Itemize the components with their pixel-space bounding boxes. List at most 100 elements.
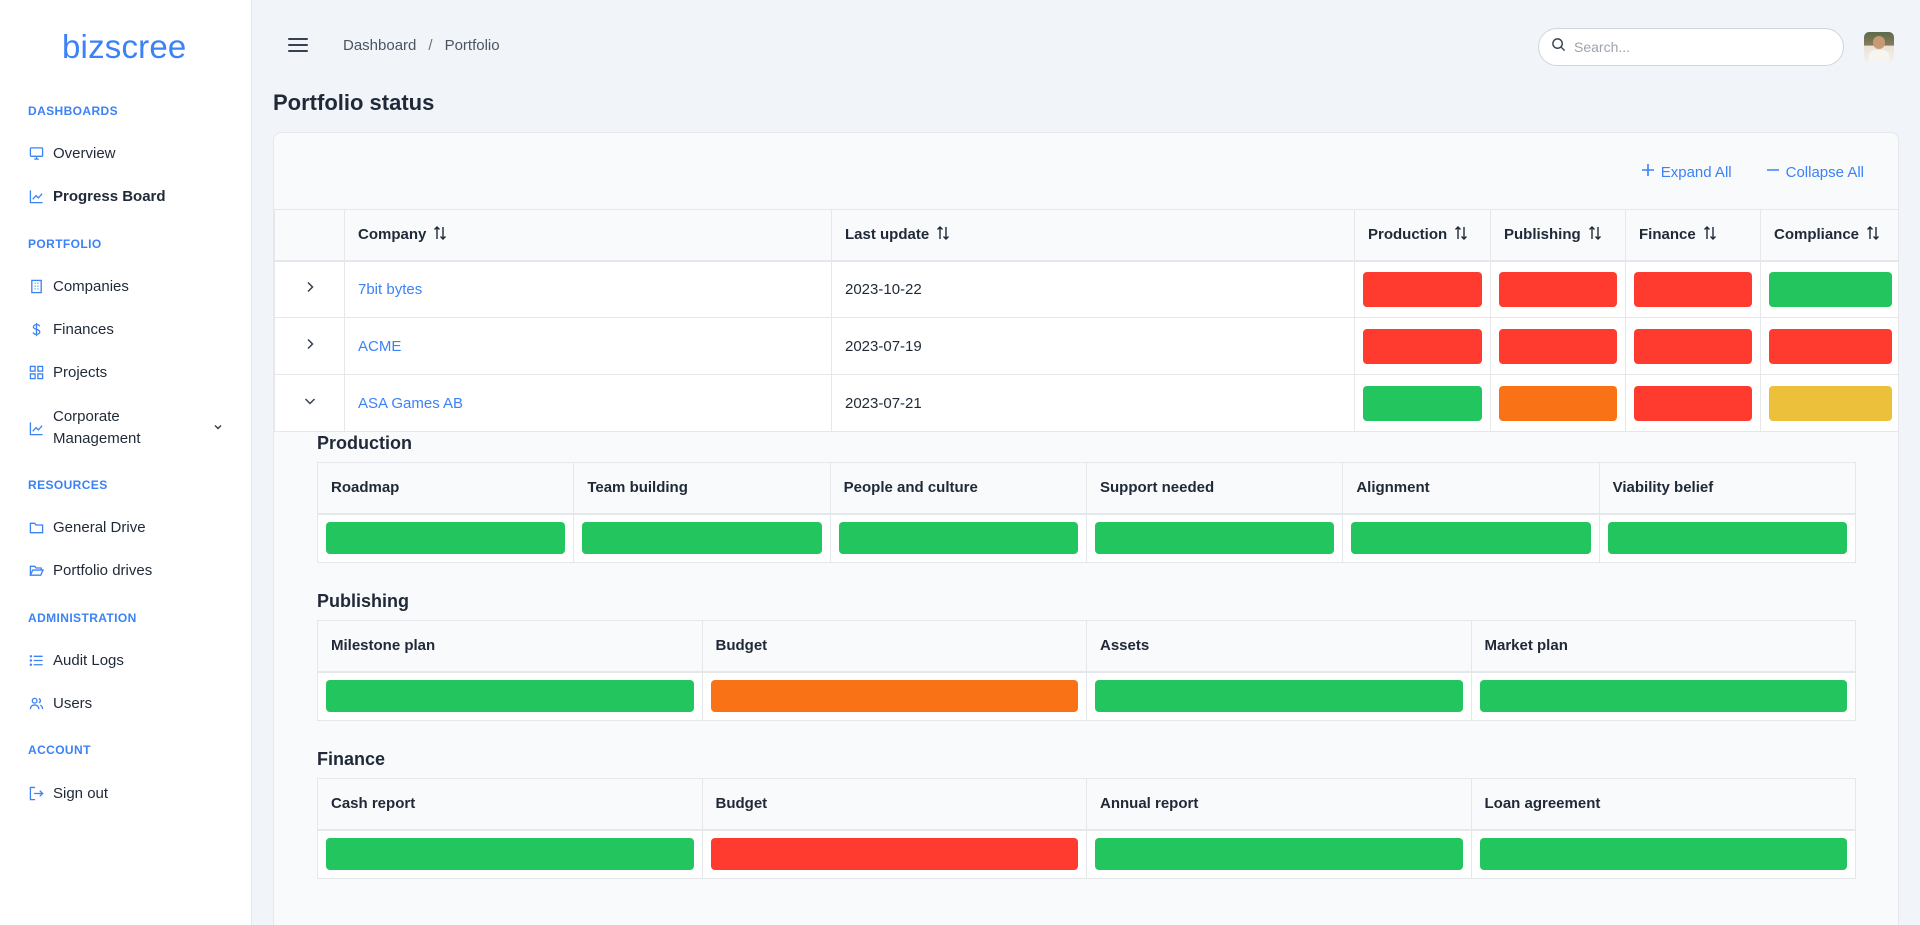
- list-icon: [28, 653, 44, 669]
- sidebar-item-corporate-management[interactable]: Corporate Management: [28, 406, 228, 450]
- plus-icon: [1641, 163, 1655, 181]
- status-pill[interactable]: [710, 680, 1078, 713]
- status-pill[interactable]: [1769, 385, 1892, 421]
- collapse-all-button[interactable]: Collapse All: [1766, 163, 1864, 181]
- status-pill[interactable]: [1769, 271, 1892, 307]
- breadcrumb: Dashboard / Portfolio: [343, 37, 500, 54]
- status-pill[interactable]: [1499, 271, 1617, 307]
- status-pill[interactable]: [1363, 271, 1482, 307]
- sort-icon[interactable]: [1865, 225, 1881, 245]
- status-pill[interactable]: [710, 838, 1078, 871]
- sort-icon[interactable]: [1453, 225, 1469, 245]
- col-publishing[interactable]: Publishing: [1490, 209, 1626, 262]
- expand-all-button[interactable]: Expand All: [1641, 163, 1732, 181]
- section-administration: ADMINISTRATION: [28, 611, 137, 625]
- search-box[interactable]: [1538, 28, 1844, 66]
- sort-icon[interactable]: [1702, 225, 1718, 245]
- status-pill[interactable]: [1095, 838, 1463, 871]
- search-input[interactable]: [1574, 39, 1814, 55]
- col-label: Last update: [845, 225, 930, 243]
- sidebar-item-finances[interactable]: Finances: [28, 321, 228, 338]
- sidebar-item-overview[interactable]: Overview: [28, 145, 228, 162]
- section-portfolio: PORTFOLIO: [28, 237, 102, 251]
- col-expand: [274, 209, 345, 262]
- col-header: Support needed: [1085, 462, 1344, 515]
- status-pill[interactable]: [1094, 522, 1335, 555]
- breadcrumb-dashboard[interactable]: Dashboard: [343, 37, 417, 54]
- status-pill[interactable]: [326, 522, 566, 555]
- folder-icon: [28, 520, 44, 536]
- sidebar-item-audit-logs[interactable]: Audit Logs: [28, 652, 228, 669]
- status-pill[interactable]: [1634, 271, 1752, 307]
- status-pill[interactable]: [1363, 328, 1482, 364]
- sidebar-item-sign-out[interactable]: Sign out: [28, 785, 228, 802]
- last-update-cell: 2023-07-21: [831, 374, 1355, 432]
- expand-row-button[interactable]: [274, 317, 345, 375]
- sidebar-item-portfolio-drives[interactable]: Portfolio drives: [28, 562, 228, 579]
- sort-icon[interactable]: [1587, 225, 1603, 245]
- finance-title: Finance: [317, 749, 386, 769]
- chart-line-icon: [28, 189, 44, 205]
- col-header: Loan agreement: [1470, 778, 1856, 831]
- table-row: [317, 671, 1856, 721]
- status-pill[interactable]: [326, 680, 694, 713]
- breadcrumb-portfolio: Portfolio: [444, 37, 500, 54]
- collapse-all-label: Collapse All: [1785, 163, 1864, 181]
- status-pill[interactable]: [1634, 328, 1752, 364]
- sort-icon[interactable]: [432, 225, 448, 245]
- sidebar-item-companies[interactable]: Companies: [28, 278, 228, 295]
- status-pill[interactable]: [1351, 522, 1591, 555]
- chevron-down-icon[interactable]: [212, 420, 224, 438]
- sort-icon[interactable]: [935, 225, 951, 245]
- col-header: Market plan: [1470, 620, 1856, 673]
- sidebar-item-progress-board[interactable]: Progress Board: [28, 188, 228, 205]
- col-label: Company: [358, 225, 427, 243]
- monitor-icon: [28, 146, 44, 162]
- chevron-right-icon: [303, 338, 317, 355]
- col-compliance[interactable]: Compliance: [1760, 209, 1898, 262]
- col-label: Publishing: [1504, 225, 1581, 243]
- status-pill[interactable]: [1479, 838, 1847, 871]
- col-finance[interactable]: Finance: [1625, 209, 1761, 262]
- col-header: Roadmap: [316, 462, 575, 515]
- company-link[interactable]: ACME: [358, 337, 402, 355]
- status-pill[interactable]: [1499, 385, 1617, 421]
- status-pill[interactable]: [1479, 680, 1847, 713]
- table-row: ACME 2023-07-19: [274, 317, 1898, 375]
- col-label: Compliance: [1774, 225, 1860, 243]
- company-link[interactable]: ASA Games AB: [358, 394, 464, 412]
- avatar[interactable]: [1864, 32, 1894, 62]
- grid-icon: [28, 365, 44, 381]
- company-link[interactable]: 7bit bytes: [358, 280, 423, 298]
- expand-row-button[interactable]: [274, 260, 345, 318]
- minus-icon: [1766, 163, 1780, 181]
- status-pill[interactable]: [838, 522, 1078, 555]
- col-label: Finance: [1639, 225, 1696, 243]
- app-logo[interactable]: bizscree: [62, 28, 187, 65]
- col-last-update[interactable]: Last update: [831, 209, 1355, 262]
- status-pill[interactable]: [1634, 385, 1752, 421]
- col-production[interactable]: Production: [1354, 209, 1491, 262]
- status-pill[interactable]: [1499, 328, 1617, 364]
- status-pill[interactable]: [1769, 328, 1892, 364]
- status-pill[interactable]: [1363, 385, 1482, 421]
- status-pill[interactable]: [1095, 680, 1463, 713]
- menu-toggle-button[interactable]: [288, 38, 308, 54]
- sidebar: bizscree DASHBOARDS Overview Progress Bo…: [0, 0, 252, 925]
- sidebar-item-label: Finances: [53, 321, 114, 338]
- sidebar-item-users[interactable]: Users: [28, 695, 228, 712]
- col-company[interactable]: Company: [344, 209, 832, 262]
- sidebar-item-general-drive[interactable]: General Drive: [28, 519, 228, 536]
- table-header-row: Cash report Budget Annual report Loan ag…: [317, 778, 1856, 831]
- collapse-row-button[interactable]: [274, 374, 345, 432]
- col-header: Milestone plan: [317, 620, 703, 673]
- status-pill[interactable]: [1607, 522, 1847, 555]
- status-pill[interactable]: [326, 838, 694, 871]
- sidebar-item-projects[interactable]: Projects: [28, 364, 228, 381]
- publishing-table: Milestone plan Budget Assets Market plan: [317, 620, 1856, 721]
- status-pill[interactable]: [582, 522, 822, 555]
- portfolio-card: Expand All Collapse All Company Last upd…: [273, 132, 1899, 925]
- sidebar-item-label: Users: [53, 695, 93, 712]
- page-title: Portfolio status: [273, 90, 435, 115]
- portfolio-table: Company Last update Production Publishin…: [274, 209, 1898, 432]
